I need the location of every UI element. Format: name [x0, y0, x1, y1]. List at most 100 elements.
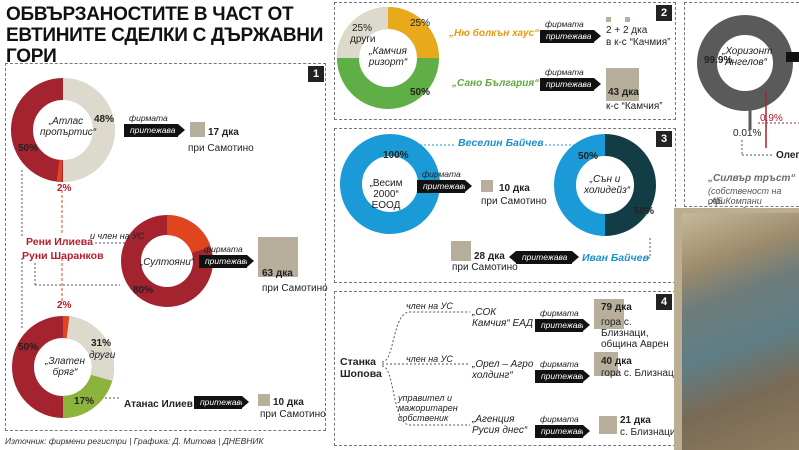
firm-sok: „СОК Камчия“ ЕАД: [472, 307, 533, 329]
vesim-area-square: [481, 180, 493, 192]
atanas-owns-arrow: притежава: [194, 396, 249, 409]
san-pct-left: 50%: [578, 151, 599, 162]
sok-place: гора с. Близнаци, община Аврен: [601, 317, 669, 350]
role-2: член на УС: [406, 354, 453, 364]
horizont-pct-small: 0.9%: [760, 113, 783, 124]
sano-firm-label: фирмата: [545, 67, 584, 77]
atlas-donut: [11, 78, 115, 182]
sultoyani-pct-80: 80%: [133, 285, 154, 296]
vesim-firm-label: фирмата: [422, 169, 461, 179]
kamchia-green-pct: 50%: [410, 87, 431, 98]
horizont-pct-tiny: 0.01%: [733, 128, 762, 139]
vesim-place: при Самотино: [481, 196, 547, 207]
firm-orel: „Орел – Агро холдинг“: [472, 359, 534, 381]
atlas-place: при Самотино: [188, 143, 254, 154]
sok-firm-label: фирмата: [540, 308, 579, 318]
role-3: управител и мажоритарен собственик: [398, 393, 458, 423]
beach-photo: [682, 213, 799, 450]
ivan-owns-arrow: притежава: [509, 251, 579, 264]
zlaten-others: други: [89, 350, 116, 361]
san-place: при Самотино: [452, 262, 518, 273]
zlaten-area-square: [258, 394, 270, 406]
person-reni: Рени Илиева: [26, 236, 93, 248]
firm-new-balkan: „Ню болкън хаус“: [449, 28, 540, 39]
newbalkan-place: в к-с “Качмия”: [606, 37, 671, 48]
atlas-name: „Атлас пропъртис“: [40, 116, 97, 138]
role-1: член на УС: [406, 301, 453, 311]
rusia-firm-label: фирмата: [540, 414, 579, 424]
orel-place: гора с. Близнаци: [601, 368, 680, 379]
orel-firm-label: фирмата: [540, 359, 579, 369]
vesim-name: „Весим 2000“ ЕООД: [369, 178, 403, 211]
vesim-owns-arrow: притежава: [417, 180, 472, 193]
newbalkan-firm-label: фирмата: [545, 19, 584, 29]
person-oleg: Олег: [776, 150, 799, 161]
kamchia-donut: [337, 7, 439, 109]
panel-number-1: 1: [308, 66, 324, 82]
kamchia-others: други: [350, 34, 376, 45]
atlas-owns-arrow: притежава: [124, 124, 185, 137]
newbalkan-square-a: [606, 17, 611, 22]
zlaten-donut: [12, 315, 115, 419]
person-atanas: Атанас Илиев: [124, 399, 193, 410]
zlaten-place: при Самотино: [260, 409, 326, 420]
san-pct-right: 50%: [634, 206, 655, 217]
sano-area-square: [606, 68, 639, 101]
sano-place: к-с “Камчия”: [606, 101, 663, 112]
rusia-area: 21 дка: [620, 415, 651, 426]
san-donut: [554, 134, 656, 236]
atlas-pct-50: 50%: [18, 143, 39, 154]
sultoyani-place: при Самотино: [262, 283, 328, 294]
rusia-place: с. Близнаци: [620, 427, 676, 438]
sultoyani-firm-label: фирмата: [204, 244, 243, 254]
sok-area: 79 дка: [601, 302, 632, 313]
san-area-square: [451, 241, 471, 261]
firm-sano: „Сано България“: [452, 78, 540, 89]
rusia-owns-arrow: притежава: [535, 425, 590, 438]
horizont-pct-left: 99.9%: [704, 55, 733, 66]
zlaten-pct-17: 17%: [74, 396, 95, 407]
zlaten-pct-2: 2%: [57, 300, 72, 311]
zlaten-area: 10 дка: [273, 397, 304, 408]
source-line: Източник: фирмени регистри | Графика: Д.…: [5, 436, 264, 446]
zlaten-name: „Златен бряг“: [45, 356, 85, 378]
orel-area: 40 дка: [601, 356, 632, 367]
orel-area-square: [594, 352, 618, 376]
vesim-area: 10 дка: [499, 183, 530, 194]
silver-trust: „Силвър тръст“: [708, 173, 796, 184]
sok-owns-arrow: притежава: [535, 319, 590, 332]
orel-owns-arrow: притежава: [535, 370, 590, 383]
newbalkan-square-b: [625, 17, 630, 22]
newbalkan-area: 2 + 2 дка: [606, 25, 648, 36]
panel-number-2: 2: [656, 5, 672, 21]
person-ivan: Иван Байчев: [582, 252, 649, 264]
panel-number-4: 4: [656, 294, 672, 310]
san-name: „Сън и холидейз“: [584, 174, 631, 196]
vesim-pct: 100%: [383, 150, 409, 161]
sultoyani-pct-20: 20%: [145, 219, 166, 230]
rusia-area-square: [599, 416, 617, 434]
san-area: 28 дка: [474, 251, 505, 262]
kamchia-orange-pct: 25%: [410, 18, 431, 29]
person-stanka: Станка Шопова: [340, 356, 382, 380]
sultoyani-area-square: [258, 237, 298, 277]
panel-1: [5, 63, 326, 431]
sano-owns-arrow: притежава: [540, 78, 601, 91]
zlaten-pct-31: 31%: [91, 338, 112, 349]
sultoyani-name: „Султояни“: [139, 257, 195, 268]
atlas-area: 17 дка: [208, 127, 239, 138]
person-veselin: Веселин Байчев: [458, 137, 544, 149]
panel-number-3: 3: [656, 131, 672, 147]
sano-area: 43 дка: [608, 87, 639, 98]
panel-5: [684, 2, 799, 207]
horizont-right-arrow: [786, 52, 799, 62]
panel-3: [334, 128, 676, 283]
zlaten-pct-50: 50%: [18, 342, 39, 353]
atlas-area-square: [190, 122, 205, 137]
person-runi: Руни Шаранков: [22, 250, 104, 262]
page-title: ОБВЪРЗАНОСТИТЕ В ЧАСТ ОТ ЕВТИНИТЕ СДЕЛКИ…: [6, 4, 324, 67]
newbalkan-owns-arrow: притежава: [540, 30, 601, 43]
atlas-firm-label: фирмата: [129, 113, 168, 123]
